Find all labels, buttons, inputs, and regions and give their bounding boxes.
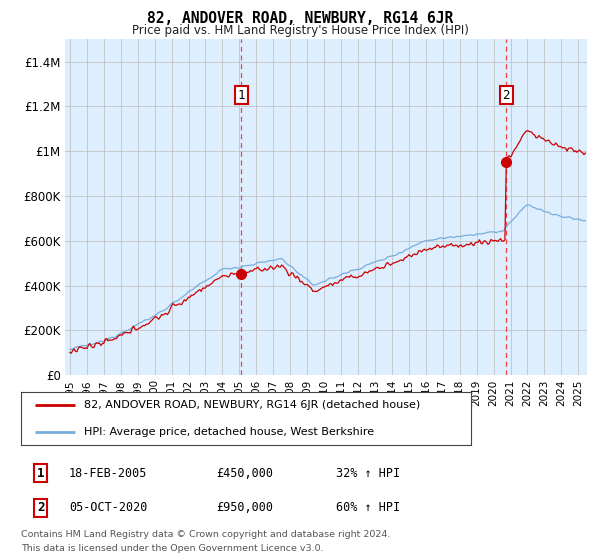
Text: 1: 1 bbox=[37, 466, 44, 480]
Text: 82, ANDOVER ROAD, NEWBURY, RG14 6JR (detached house): 82, ANDOVER ROAD, NEWBURY, RG14 6JR (det… bbox=[84, 400, 420, 410]
Text: 2: 2 bbox=[37, 501, 44, 515]
Text: 1: 1 bbox=[238, 88, 245, 102]
Text: 18-FEB-2005: 18-FEB-2005 bbox=[69, 466, 148, 480]
Text: Price paid vs. HM Land Registry's House Price Index (HPI): Price paid vs. HM Land Registry's House … bbox=[131, 24, 469, 37]
Text: £950,000: £950,000 bbox=[216, 501, 273, 515]
Text: HPI: Average price, detached house, West Berkshire: HPI: Average price, detached house, West… bbox=[84, 427, 374, 437]
Text: £450,000: £450,000 bbox=[216, 466, 273, 480]
Text: 60% ↑ HPI: 60% ↑ HPI bbox=[336, 501, 400, 515]
Text: 05-OCT-2020: 05-OCT-2020 bbox=[69, 501, 148, 515]
Text: 32% ↑ HPI: 32% ↑ HPI bbox=[336, 466, 400, 480]
Text: 82, ANDOVER ROAD, NEWBURY, RG14 6JR: 82, ANDOVER ROAD, NEWBURY, RG14 6JR bbox=[147, 11, 453, 26]
Text: This data is licensed under the Open Government Licence v3.0.: This data is licensed under the Open Gov… bbox=[21, 544, 323, 553]
Text: Contains HM Land Registry data © Crown copyright and database right 2024.: Contains HM Land Registry data © Crown c… bbox=[21, 530, 391, 539]
Text: 2: 2 bbox=[503, 88, 510, 102]
